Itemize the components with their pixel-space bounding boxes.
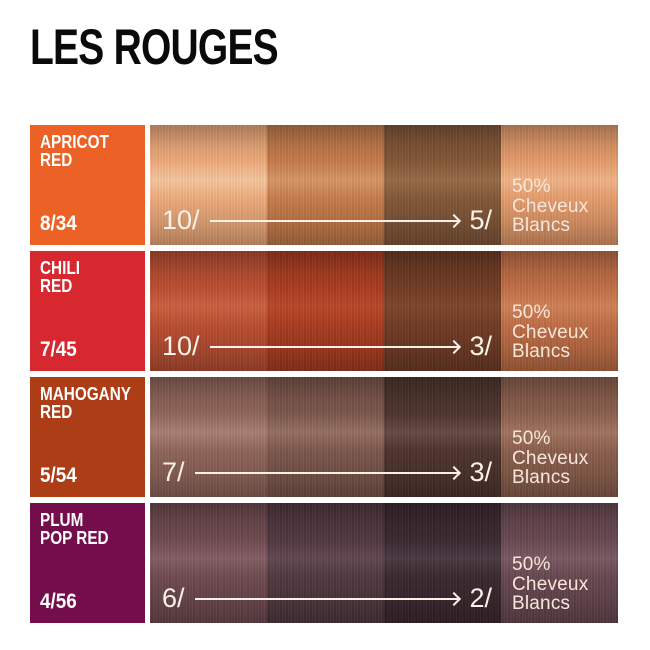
- hair-swatch-mid1: [267, 125, 384, 245]
- swatch-strip: 10/ 5/ 50% Cheveux Blancs: [150, 125, 618, 245]
- cb-line1: 50%: [512, 553, 551, 575]
- level-range: 10/ 5/: [150, 207, 501, 234]
- shade-code: 8/34: [40, 212, 77, 235]
- hair-swatch-mid2: [384, 251, 501, 371]
- shade-label-box: PLUM POP RED 4/56: [30, 503, 145, 623]
- shade-name-line1: PLUM: [40, 510, 84, 530]
- shade-row-apricot-red: APRICOT RED 8/34 10/ 5/ 50% Cheveux Blan…: [30, 125, 618, 245]
- level-range: 7/ 3/: [150, 459, 501, 486]
- swatch-strip: 6/ 2/ 50% Cheveux Blancs: [150, 503, 618, 623]
- shade-name-line2: RED: [40, 275, 73, 296]
- shade-name-line1: MAHOGANY: [40, 384, 131, 404]
- cheveux-blancs-note: 50% Cheveux Blancs: [512, 553, 589, 615]
- cb-line1: 50%: [512, 301, 551, 323]
- cheveux-blancs-note: 50% Cheveux Blancs: [512, 175, 589, 237]
- cb-line3: Blancs: [512, 215, 571, 237]
- shade-rows: APRICOT RED 8/34 10/ 5/ 50% Cheveux Blan…: [30, 125, 618, 629]
- hair-swatch-cheveux-blancs: [501, 125, 618, 245]
- shade-name-line1: APRICOT: [40, 132, 109, 152]
- hair-swatch-start: [150, 125, 267, 245]
- shade-name: CHILI RED: [40, 258, 124, 296]
- shade-label-box: CHILI RED 7/45: [30, 251, 145, 371]
- cb-line1: 50%: [512, 427, 551, 449]
- level-end: 2/: [469, 583, 492, 613]
- shade-name-line1: CHILI: [40, 258, 80, 278]
- right-arrow-icon: [194, 598, 460, 600]
- hair-swatch-cheveux-blancs: [501, 503, 618, 623]
- hair-swatch-mid2: [384, 503, 501, 623]
- shade-row-mahogany-red: MAHOGANY RED 5/54 7/ 3/ 50% Cheveux Blan…: [30, 377, 618, 497]
- shade-name-line2: POP RED: [40, 527, 109, 548]
- hair-swatch-start: [150, 503, 267, 623]
- cb-line3: Blancs: [512, 341, 571, 363]
- shade-name: PLUM POP RED: [40, 510, 124, 548]
- cheveux-blancs-note: 50% Cheveux Blancs: [512, 301, 589, 363]
- right-arrow-icon: [209, 220, 460, 222]
- cb-line3: Blancs: [512, 593, 571, 615]
- hair-swatch-cheveux-blancs: [501, 377, 618, 497]
- hair-swatch-start: [150, 377, 267, 497]
- hair-swatch-mid1: [267, 377, 384, 497]
- cheveux-blancs-note: 50% Cheveux Blancs: [512, 427, 589, 489]
- hair-swatch-mid2: [384, 377, 501, 497]
- hair-swatch-mid1: [267, 503, 384, 623]
- cb-line2: Cheveux: [512, 195, 589, 217]
- hair-swatch-cheveux-blancs: [501, 251, 618, 371]
- swatch-strip: 10/ 3/ 50% Cheveux Blancs: [150, 251, 618, 371]
- level-start: 10/: [162, 331, 200, 361]
- cb-line2: Cheveux: [512, 573, 589, 595]
- shade-row-chili-red: CHILI RED 7/45 10/ 3/ 50% Cheveux Blancs: [30, 251, 618, 371]
- level-end: 3/: [469, 331, 492, 361]
- cb-line2: Cheveux: [512, 447, 589, 469]
- shade-label-box: MAHOGANY RED 5/54: [30, 377, 145, 497]
- shade-name: APRICOT RED: [40, 132, 124, 170]
- level-range: 10/ 3/: [150, 333, 501, 360]
- shade-name: MAHOGANY RED: [40, 384, 131, 422]
- cb-line2: Cheveux: [512, 321, 589, 343]
- right-arrow-icon: [194, 472, 460, 474]
- level-range: 6/ 2/: [150, 585, 501, 612]
- level-start: 6/: [162, 583, 185, 613]
- shade-row-plum-pop-red: PLUM POP RED 4/56 6/ 2/ 50% Cheveux Blan…: [30, 503, 618, 623]
- level-end: 3/: [469, 457, 492, 487]
- cb-line1: 50%: [512, 175, 551, 197]
- page-title: LES ROUGES: [30, 19, 279, 75]
- hair-swatch-start: [150, 251, 267, 371]
- level-start: 10/: [162, 205, 200, 235]
- swatch-strip: 7/ 3/ 50% Cheveux Blancs: [150, 377, 618, 497]
- level-end: 5/: [469, 205, 492, 235]
- cb-line3: Blancs: [512, 467, 571, 489]
- shade-code: 7/45: [40, 338, 77, 361]
- shade-name-line2: RED: [40, 149, 73, 170]
- shade-label-box: APRICOT RED 8/34: [30, 125, 145, 245]
- shade-code: 5/54: [40, 464, 77, 487]
- level-start: 7/: [162, 457, 185, 487]
- hair-swatch-mid2: [384, 125, 501, 245]
- hair-swatch-mid1: [267, 251, 384, 371]
- right-arrow-icon: [209, 346, 460, 348]
- shade-code: 4/56: [40, 590, 77, 613]
- shade-name-line2: RED: [40, 401, 73, 422]
